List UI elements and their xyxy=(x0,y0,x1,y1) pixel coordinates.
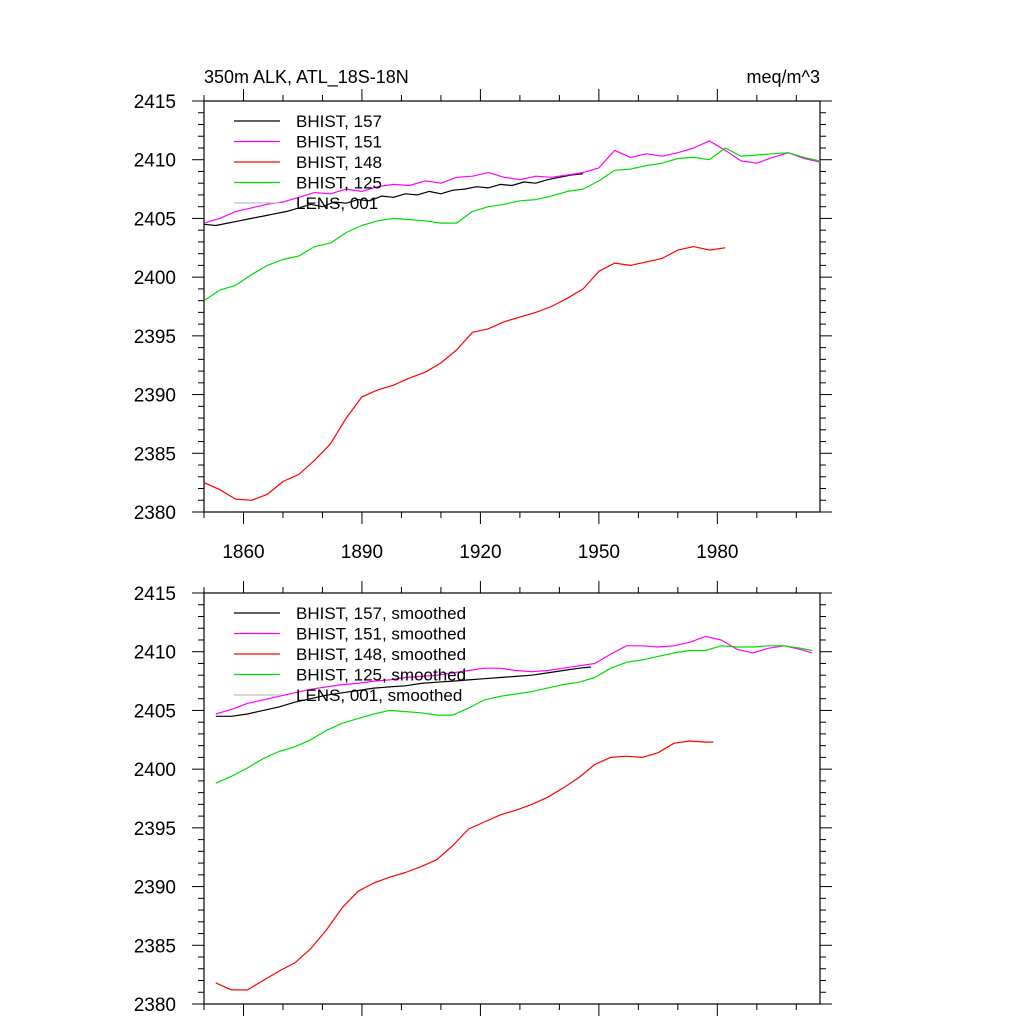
legend-label: BHIST, 148 xyxy=(296,153,382,172)
series-line-3 xyxy=(203,147,821,302)
x-tick-label: 1860 xyxy=(222,542,264,563)
y-tick-label: 2415 xyxy=(134,584,176,605)
series-line-1 xyxy=(215,635,813,715)
x-tick-label: 1980 xyxy=(696,542,738,563)
top-panel-units: meq/m^3 xyxy=(747,67,820,87)
series-line-3 xyxy=(215,645,813,784)
plot-frame xyxy=(203,100,821,513)
y-tick-label: 2400 xyxy=(134,760,176,781)
plot-frame xyxy=(203,592,821,1005)
legend-label: LENS, 001, smoothed xyxy=(296,686,462,705)
y-tick-label: 2415 xyxy=(134,92,176,113)
y-tick-label: 2390 xyxy=(134,878,176,899)
x-tick-label: 1890 xyxy=(341,542,383,563)
legend-label: LENS, 001 xyxy=(296,194,378,213)
legend-label: BHIST, 151, smoothed xyxy=(296,625,466,644)
top-panel: 350m ALK, ATL_18S-18N meq/m^3 1860 1890 19… xyxy=(134,67,832,563)
y-tick-label: 2395 xyxy=(134,327,176,348)
legend-label: BHIST, 125, smoothed xyxy=(296,666,466,685)
y-tick-label: 2385 xyxy=(134,936,176,957)
y-tick-label: 2385 xyxy=(134,444,176,465)
legend-label: BHIST, 148, smoothed xyxy=(296,645,466,664)
x-tick-label: 1920 xyxy=(459,542,501,563)
series-line-1 xyxy=(203,140,821,224)
legend-label: BHIST, 125 xyxy=(296,174,382,193)
legend-label: BHIST, 157, smoothed xyxy=(296,604,466,623)
y-tick-label: 2410 xyxy=(134,151,176,172)
y-tick-label: 2410 xyxy=(134,643,176,664)
x-tick-label: 1950 xyxy=(578,542,620,563)
y-tick-label: 2380 xyxy=(134,995,176,1016)
y-tick-label: 2405 xyxy=(134,701,176,722)
legend-label: BHIST, 157 xyxy=(296,112,382,131)
y-tick-label: 2405 xyxy=(134,209,176,230)
legend-label: BHIST, 151 xyxy=(296,133,382,152)
y-tick-label: 2395 xyxy=(134,819,176,840)
top-panel-title: 350m ALK, ATL_18S-18N xyxy=(204,67,409,88)
y-tick-label: 2380 xyxy=(134,503,176,524)
y-tick-label: 2390 xyxy=(134,386,176,407)
series-line-2 xyxy=(203,246,726,501)
series-line-0 xyxy=(215,666,592,717)
y-tick-label: 2400 xyxy=(134,268,176,289)
series-line-0 xyxy=(203,173,584,227)
series-line-2 xyxy=(215,740,714,991)
bottom-panel: 2380 2385 2390 2395 2400 2405 2410 2415 BHIST, 1… xyxy=(134,581,832,1016)
